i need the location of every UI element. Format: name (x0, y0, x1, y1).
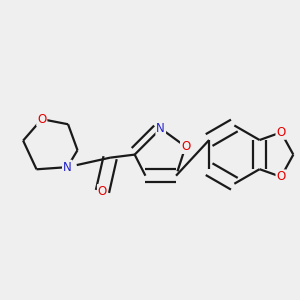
Text: O: O (181, 140, 190, 153)
Text: O: O (37, 112, 46, 126)
Text: N: N (156, 122, 165, 135)
Text: O: O (276, 126, 286, 139)
Text: O: O (98, 185, 107, 198)
Text: O: O (276, 170, 286, 183)
Text: N: N (63, 161, 72, 174)
